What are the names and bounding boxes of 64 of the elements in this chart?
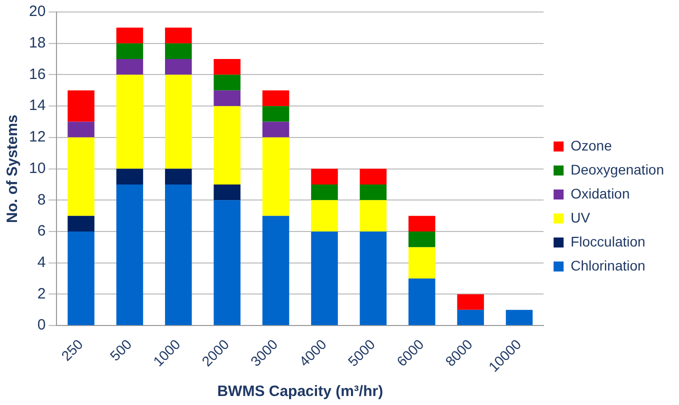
y-tick-label: 14 (28, 97, 46, 114)
y-tick-label: 10 (28, 160, 46, 177)
bar (116, 184, 144, 326)
bar (262, 122, 290, 138)
bar (360, 184, 387, 200)
bar (116, 168, 144, 184)
y-tick-label: 12 (28, 128, 46, 146)
bar (360, 232, 387, 326)
bar (68, 122, 94, 138)
bar (165, 168, 192, 184)
bar (457, 310, 484, 326)
bar (68, 90, 94, 122)
bar (506, 310, 533, 326)
y-tick-label: 6 (37, 222, 46, 240)
bar (165, 43, 192, 60)
bar (408, 278, 436, 326)
y-axis-title: No. of Systems (4, 114, 22, 223)
bar (408, 216, 436, 232)
x-axis-title: BWMS Capacity (m³/hr) (217, 383, 384, 400)
bar (214, 184, 240, 200)
legend-label: Oxidation (570, 185, 630, 202)
bar (214, 106, 240, 184)
bar (262, 106, 290, 122)
y-tick-label: 18 (28, 34, 46, 52)
legend-label: Deoxygenation (570, 161, 664, 178)
bar (165, 59, 192, 75)
bar (214, 90, 240, 106)
bar (408, 247, 436, 279)
y-tick-label: 16 (28, 66, 46, 83)
bar (165, 28, 192, 44)
bar (262, 216, 290, 326)
bar (116, 59, 144, 75)
bar (311, 184, 338, 200)
y-tick-label: 4 (37, 254, 46, 272)
bar (408, 232, 436, 248)
bar (68, 232, 94, 326)
bar (116, 43, 144, 60)
bar (214, 74, 240, 90)
y-tick-label: 20 (28, 3, 46, 20)
bar (360, 168, 387, 184)
bar (165, 184, 192, 326)
bar (165, 74, 192, 169)
bar (116, 28, 144, 44)
x-tick-label: 500 (106, 336, 135, 364)
bar (68, 137, 94, 216)
bar (360, 200, 387, 232)
bar (214, 200, 240, 326)
legend-label: Ozone (570, 137, 612, 154)
bar (68, 216, 94, 232)
legend-label: Flocculation (570, 233, 646, 250)
legend-label: Chlorination (570, 257, 646, 274)
bar (214, 59, 240, 75)
y-tick-label: 8 (37, 191, 46, 208)
bar (262, 137, 290, 216)
bar (262, 90, 290, 106)
bar (311, 200, 338, 232)
bar (311, 232, 338, 326)
legend-label: UV (570, 209, 591, 226)
bar (116, 74, 144, 169)
bar (311, 168, 338, 184)
y-tick-label: 2 (37, 285, 46, 302)
y-tick-label: 0 (37, 316, 46, 334)
bar (457, 294, 484, 310)
x-tick-label: 250 (58, 336, 86, 364)
